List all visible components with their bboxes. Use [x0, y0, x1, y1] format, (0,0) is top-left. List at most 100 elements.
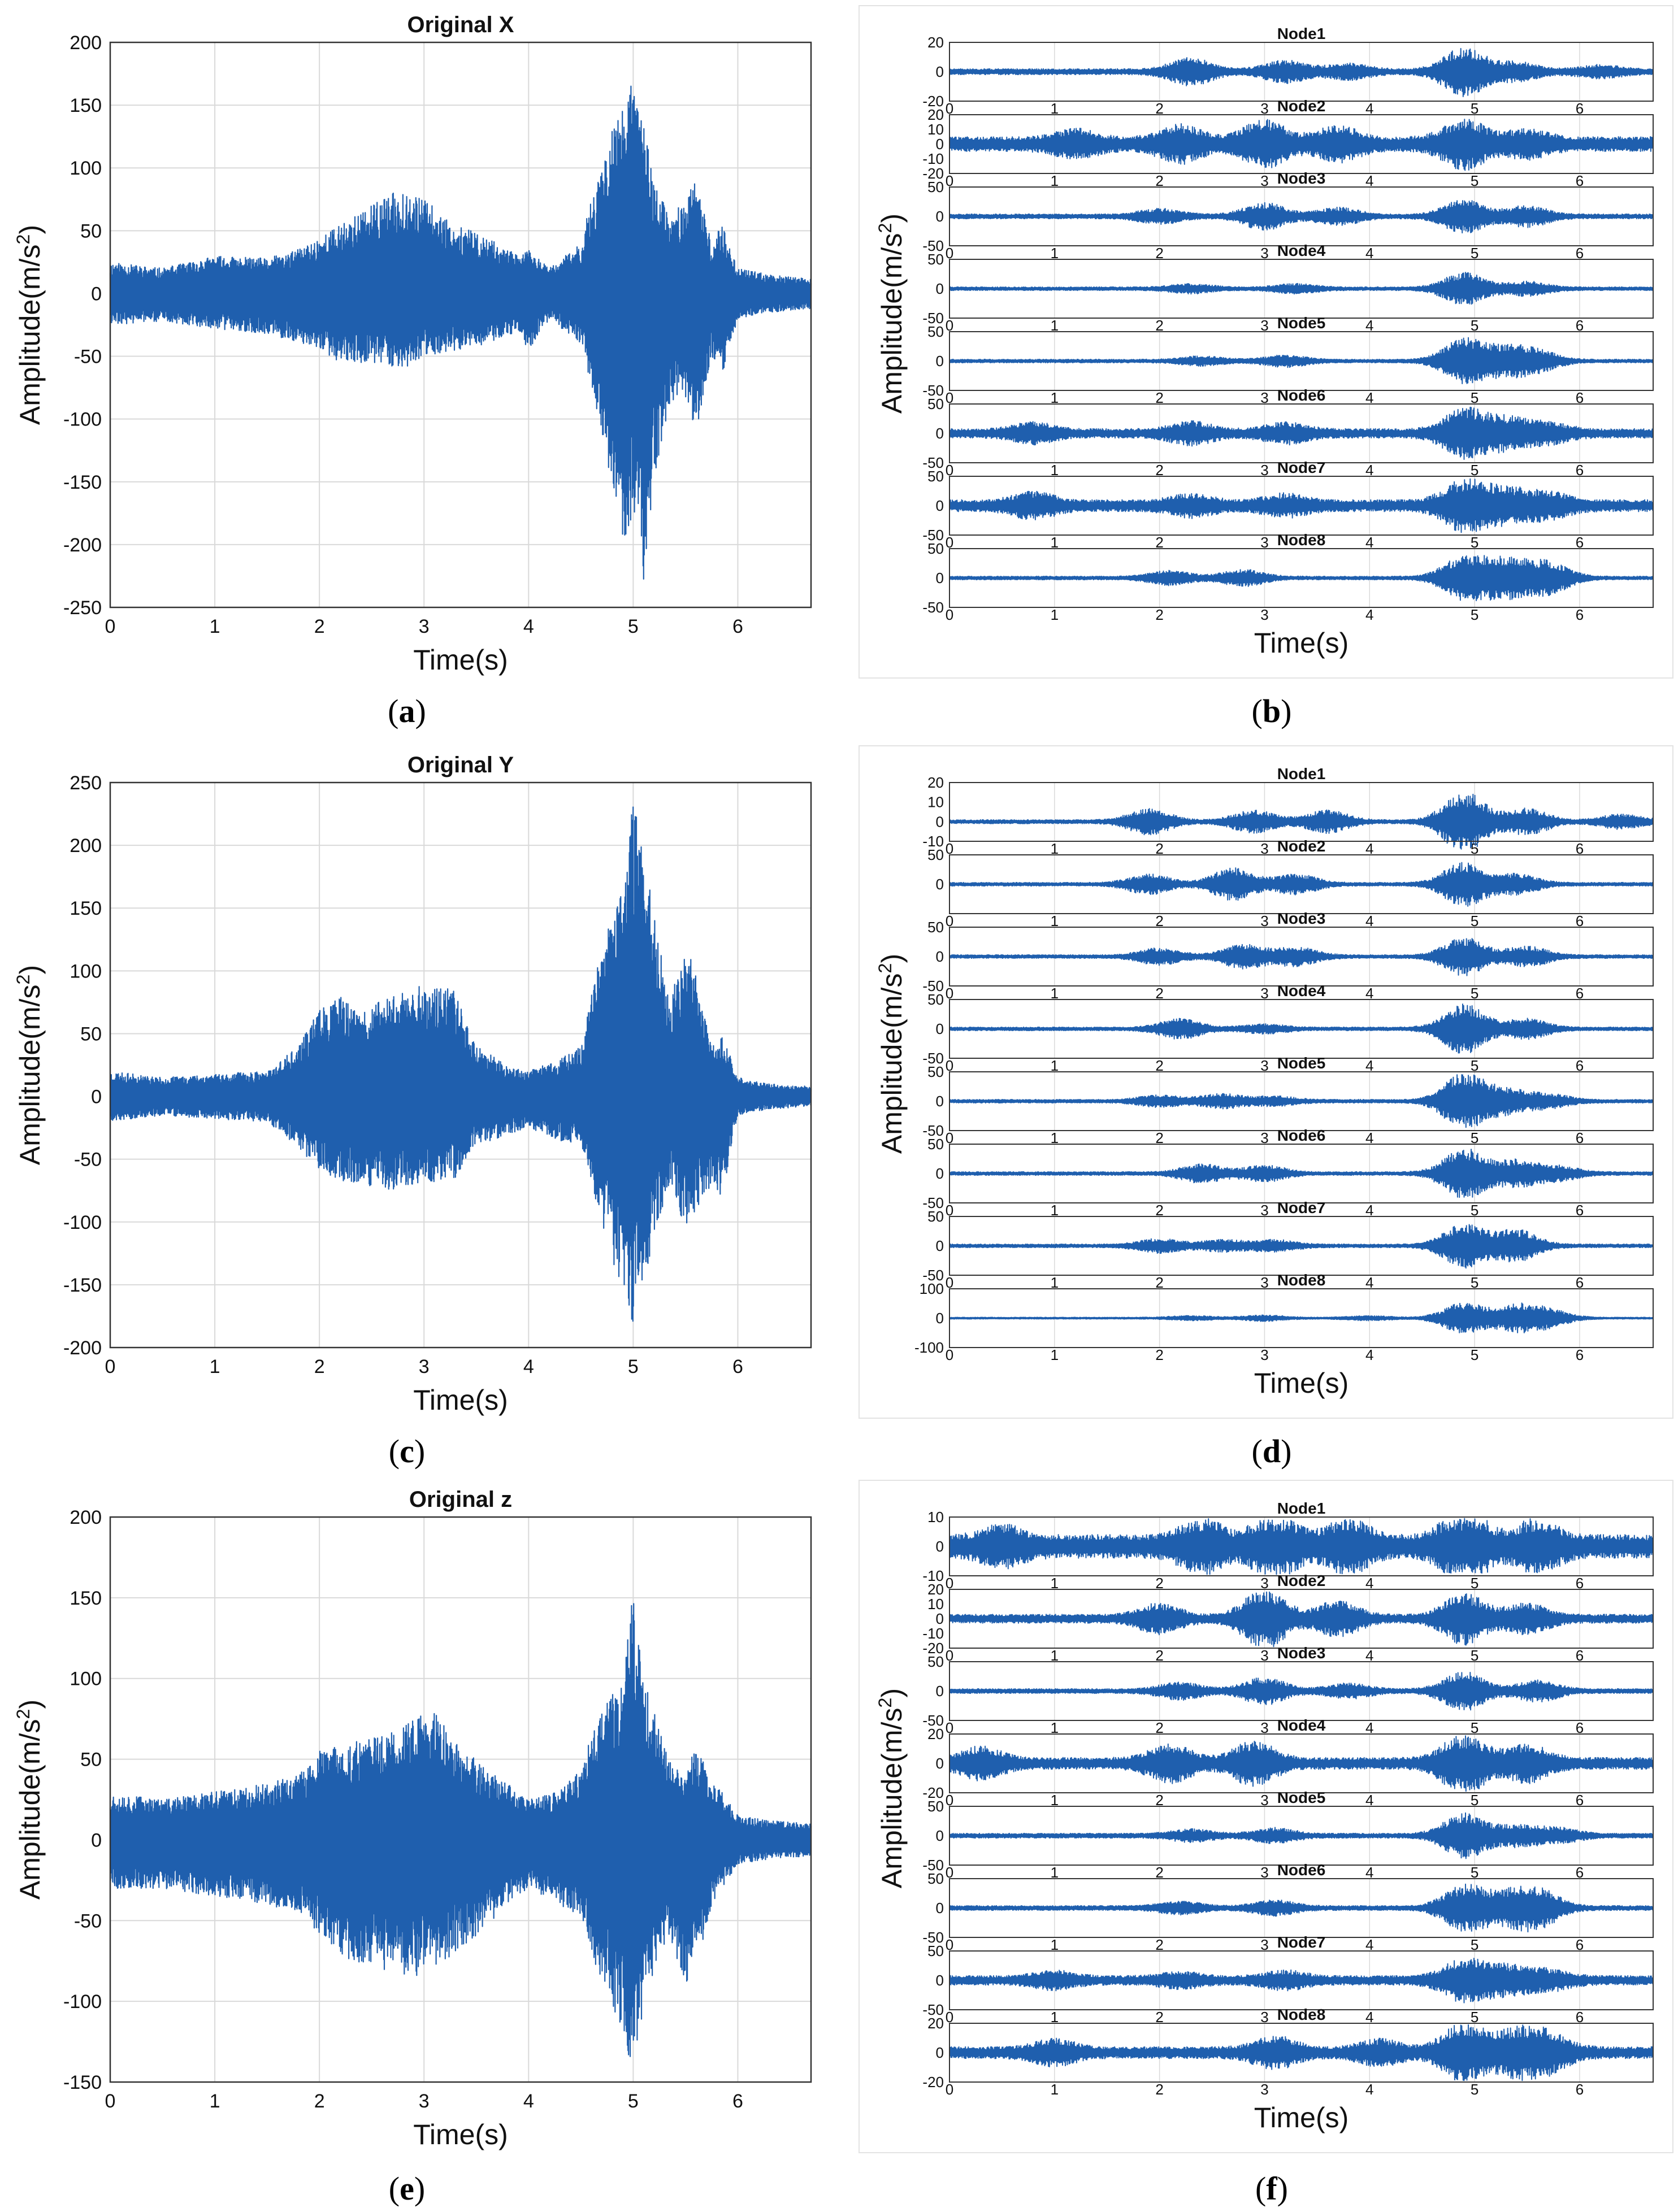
node-title: Node3: [1277, 170, 1326, 187]
node-title: Node1: [1277, 25, 1326, 42]
x-tick-label: 6: [1576, 840, 1584, 857]
x-tick-label: 1: [1051, 1936, 1059, 1953]
y-tick-label: 100: [70, 158, 102, 179]
x-tick-label: 6: [1576, 1202, 1584, 1219]
x-tick-label: 5: [1471, 985, 1478, 1002]
node-signal-series: [949, 1591, 1654, 1648]
x-tick-label: 0: [946, 1202, 953, 1219]
y-tick-label: 10: [927, 794, 944, 811]
y-tick-label: 20: [927, 1726, 944, 1742]
y-tick-label: 50: [927, 1798, 944, 1815]
node-signal-series: [949, 555, 1654, 601]
caption-d: (d): [1251, 1433, 1292, 1470]
y-tick-label: 0: [936, 353, 944, 370]
y-tick-label: 50: [927, 991, 944, 1008]
y-tick-label: 50: [927, 1870, 944, 1887]
x-tick-label: 4: [1365, 985, 1373, 1002]
y-tick-label: -200: [63, 534, 102, 556]
y-axis-title: Amplitude(m/s2): [13, 1700, 46, 1900]
y-tick-label: 20: [927, 1581, 944, 1598]
x-tick-label: 0: [946, 985, 953, 1002]
node-signal-series: [949, 272, 1654, 305]
x-tick-label: 6: [1576, 985, 1584, 1002]
node-title: Node4: [1277, 982, 1326, 999]
y-tick-label: 150: [70, 898, 102, 919]
y-tick-label: 0: [936, 208, 944, 225]
x-tick-label: 5: [1471, 172, 1478, 189]
x-tick-label: 0: [946, 840, 953, 857]
y-tick-label: -10: [922, 833, 944, 850]
y-tick-label: 50: [80, 1023, 102, 1045]
x-tick-label: 1: [1051, 1202, 1059, 1219]
x-tick-label: 2: [1155, 245, 1163, 262]
subplot-frame: [949, 548, 1654, 608]
x-tick-label: 6: [1576, 1575, 1584, 1592]
x-tick-label: 6: [1576, 1647, 1584, 1664]
x-tick-label: 0: [946, 1647, 953, 1664]
node-signal-series: [949, 200, 1654, 234]
x-tick-label: 1: [1051, 912, 1059, 929]
x-tick-label: 6: [1576, 912, 1584, 929]
x-tick-label: 3: [1260, 462, 1268, 479]
x-tick-label: 1: [1051, 172, 1059, 189]
x-tick-label: 4: [1365, 2081, 1373, 2098]
x-tick-label: 0: [946, 389, 953, 406]
subplot-frame: [949, 1516, 1654, 1576]
y-tick-label: 0: [936, 1020, 944, 1037]
y-tick-label: -20: [922, 165, 944, 182]
node-signal-series: [949, 478, 1654, 533]
subplot-frame: [949, 1144, 1654, 1203]
x-tick-label: 3: [1260, 1864, 1268, 1881]
x-tick-label: 2: [1155, 462, 1163, 479]
x-tick-label: 4: [1365, 606, 1373, 623]
x-tick-label: 5: [1471, 1202, 1478, 1219]
subplot-frame: [949, 1806, 1654, 1866]
y-tick-label: 0: [936, 1310, 944, 1327]
x-axis-title: Time(s): [1254, 2102, 1349, 2133]
node-title: Node8: [1277, 2006, 1326, 2023]
y-tick-label: 50: [927, 1208, 944, 1225]
x-tick-label: 6: [1576, 606, 1584, 623]
y-tick-label: -20: [922, 1640, 944, 1657]
x-tick-label: 6: [1576, 1792, 1584, 1809]
y-tick-label: -50: [922, 977, 944, 994]
y-tick-label: 50: [927, 468, 944, 485]
node-title: Node7: [1277, 459, 1326, 476]
x-tick-label: 4: [1365, 912, 1373, 929]
x-axis-title: Time(s): [413, 644, 508, 676]
chart-original-y: 0 1 2 3 4 5 6 250 200 150 100 50 0 -50 -100 -150 -200 Ori…: [13, 753, 812, 1416]
x-tick-label: 3: [1260, 1575, 1268, 1592]
x-tick-label: 4: [1365, 1274, 1373, 1291]
x-tick-label: 5: [1471, 245, 1478, 262]
node-title: Node8: [1277, 531, 1326, 549]
x-tick-label: 2: [1155, 534, 1163, 551]
x-tick-label: 2: [1155, 912, 1163, 929]
node-title: Node5: [1277, 1054, 1326, 1072]
axes-frame: [109, 1516, 812, 2083]
y-tick-label: -20: [922, 1784, 944, 1801]
subplot-frame: [949, 927, 1654, 987]
x-tick-label: 1: [1051, 1792, 1059, 1809]
x-tick-label: 0: [946, 317, 953, 334]
x-tick-label: 0: [946, 1936, 953, 1953]
node-signal-series: [949, 119, 1654, 171]
x-tick-label: 4: [523, 2091, 534, 2112]
subplot-frame: [949, 1733, 1654, 1793]
y-tick-label: -20: [922, 93, 944, 110]
x-tick-label: 4: [1365, 1202, 1373, 1219]
subplot-frame: [949, 854, 1654, 914]
x-tick-label: 6: [1576, 1129, 1584, 1146]
subplot-frame: [949, 782, 1654, 842]
node-title: Node6: [1277, 1861, 1326, 1879]
x-tick-label: 6: [1576, 317, 1584, 334]
x-tick-label: 1: [210, 1356, 220, 1377]
x-tick-label: 1: [1051, 1575, 1059, 1592]
x-tick-label: 3: [1260, 1274, 1268, 1291]
panel-e: 0 1 2 3 4 5 6 200 150 100 50 0 -50 -100 -150 Original z…: [0, 1475, 836, 2209]
x-tick-label: 3: [1260, 1129, 1268, 1146]
chart-original-z: 0 1 2 3 4 5 6 200 150 100 50 0 -50 -100 -150 Original z…: [13, 1487, 812, 2150]
y-tick-label: 50: [927, 251, 944, 268]
x-tick-label: 2: [1155, 1346, 1163, 1363]
y-tick-label: -50: [922, 1194, 944, 1211]
